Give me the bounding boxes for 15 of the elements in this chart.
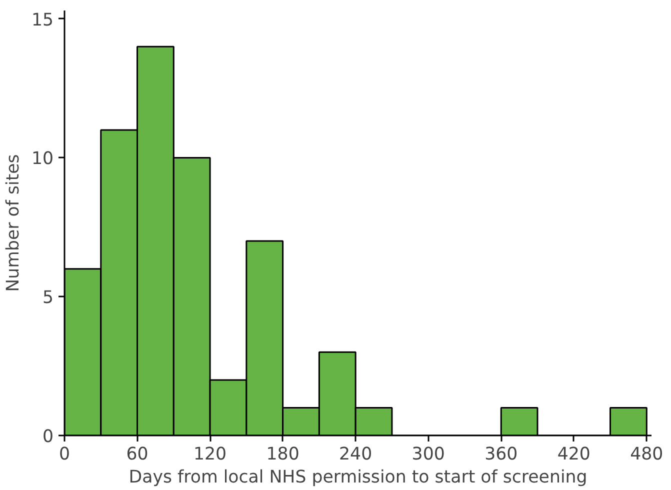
x-tick-label: 180 [266,444,300,464]
x-tick-label: 60 [126,444,148,464]
x-tick-label: 420 [557,444,590,464]
y-tick-label: 0 [42,427,54,447]
y-axis-title: Number of sites [3,154,24,292]
y-tick-label: 10 [31,149,54,170]
x-tick-label: 300 [412,444,445,464]
x-tick-label: 480 [630,444,664,464]
x-tick-label: 120 [194,444,227,464]
x-axis-title: Days from local NHS permission to start of screening [128,468,588,488]
x-tick-label: 0 [58,444,70,464]
x-tick-label: 360 [484,444,518,464]
y-tick-label: 15 [31,10,54,30]
x-tick-label: 240 [339,444,372,464]
y-tick-label: 5 [42,288,54,308]
